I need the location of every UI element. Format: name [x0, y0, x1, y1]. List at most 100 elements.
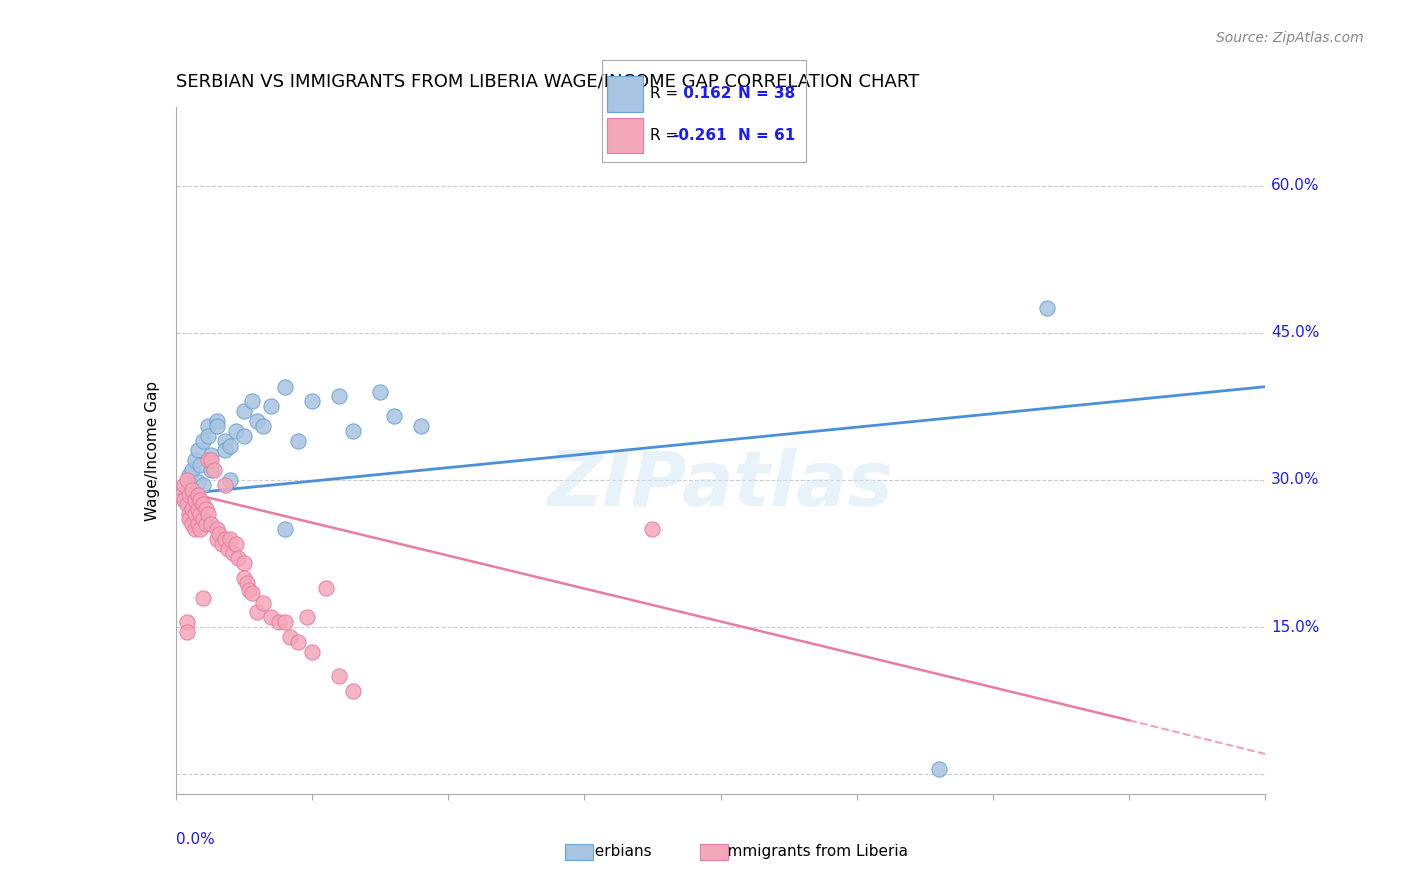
Point [184, 507, 207, 521]
Point [197, 429, 219, 443]
Point [179, 468, 201, 483]
Text: Source: ZipAtlas.com: Source: ZipAtlas.com [1216, 31, 1364, 45]
Point [194, 517, 217, 532]
Point [181, 463, 204, 477]
Text: 15.0%: 15.0% [1271, 620, 1319, 634]
Point [214, 443, 236, 458]
Point [179, 478, 201, 492]
Point [222, 546, 245, 561]
Point [328, 669, 350, 683]
Point [315, 581, 337, 595]
Point [186, 475, 209, 489]
Point [176, 615, 198, 630]
Point [409, 419, 432, 434]
Point [184, 453, 207, 467]
Point [225, 424, 247, 438]
Text: 30.0%: 30.0% [1271, 473, 1319, 487]
Text: 0.162: 0.162 [678, 87, 731, 101]
Point [205, 522, 228, 536]
Point [274, 522, 297, 536]
Point [173, 492, 195, 507]
Point [170, 488, 193, 502]
Text: Serbians: Serbians [585, 845, 652, 859]
Text: ZIPatlas: ZIPatlas [547, 448, 894, 522]
Point [228, 551, 250, 566]
Point [191, 434, 214, 448]
Text: Immigrants from Liberia: Immigrants from Liberia [723, 845, 908, 859]
Text: -0.261: -0.261 [672, 128, 727, 143]
Point [295, 610, 318, 624]
Point [200, 463, 222, 477]
Point [205, 414, 228, 428]
Point [214, 532, 236, 546]
Point [342, 683, 364, 698]
Point [328, 389, 350, 403]
Point [208, 526, 231, 541]
Point [191, 498, 214, 512]
Point [240, 394, 263, 409]
Point [200, 517, 222, 532]
Point [188, 458, 211, 473]
Point [928, 762, 950, 776]
Point [219, 532, 242, 546]
Point [179, 488, 201, 502]
Point [200, 449, 222, 463]
Point [238, 582, 260, 597]
Point [173, 478, 195, 492]
Point [232, 557, 254, 571]
Point [211, 537, 233, 551]
Y-axis label: Wage/Income Gap: Wage/Income Gap [145, 380, 160, 521]
Point [232, 404, 254, 418]
Point [342, 424, 364, 438]
Text: R =: R = [650, 128, 683, 143]
Point [205, 532, 228, 546]
Text: N = 61: N = 61 [738, 128, 796, 143]
Point [205, 419, 228, 434]
Text: SERBIAN VS IMMIGRANTS FROM LIBERIA WAGE/INCOME GAP CORRELATION CHART: SERBIAN VS IMMIGRANTS FROM LIBERIA WAGE/… [176, 72, 920, 90]
Point [232, 429, 254, 443]
Point [194, 502, 217, 516]
Point [240, 586, 263, 600]
Text: R =: R = [650, 87, 683, 101]
Point [184, 492, 207, 507]
Point [186, 488, 209, 502]
Point [235, 576, 257, 591]
Point [260, 610, 283, 624]
Point [232, 571, 254, 585]
Point [641, 522, 664, 536]
Point [269, 615, 291, 630]
Point [188, 522, 211, 536]
Text: 60.0%: 60.0% [1271, 178, 1319, 193]
Point [202, 463, 225, 477]
Point [184, 522, 207, 536]
Point [188, 492, 211, 507]
Point [181, 483, 204, 497]
Point [181, 517, 204, 532]
Point [197, 419, 219, 434]
Point [188, 507, 211, 521]
Point [181, 502, 204, 516]
Point [287, 635, 309, 649]
Text: 45.0%: 45.0% [1271, 326, 1319, 340]
Point [260, 400, 283, 414]
Point [179, 507, 201, 521]
Point [246, 605, 269, 619]
Point [246, 414, 269, 428]
Point [219, 439, 242, 453]
Point [368, 384, 391, 399]
Point [179, 512, 201, 526]
Point [278, 630, 301, 644]
Point [252, 596, 274, 610]
Point [197, 453, 219, 467]
Point [186, 517, 209, 532]
Point [382, 409, 405, 424]
Point [287, 434, 309, 448]
Point [186, 443, 209, 458]
Point [176, 624, 198, 639]
Point [301, 394, 323, 409]
Point [197, 507, 219, 521]
Point [217, 541, 239, 556]
Point [186, 502, 209, 516]
Point [179, 488, 201, 502]
Text: 0.0%: 0.0% [176, 831, 215, 847]
